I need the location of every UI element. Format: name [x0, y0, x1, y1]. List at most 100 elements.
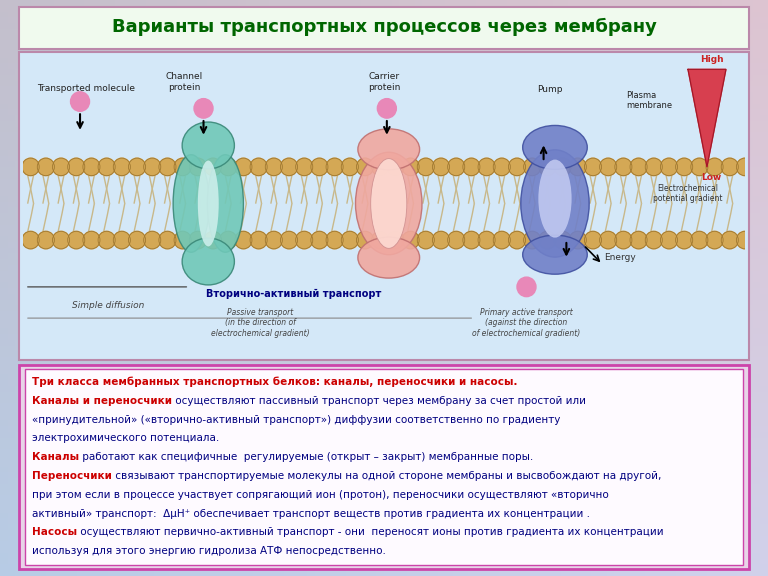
Ellipse shape — [356, 152, 422, 255]
Circle shape — [341, 158, 359, 176]
Circle shape — [554, 232, 571, 249]
Circle shape — [645, 158, 662, 176]
Circle shape — [660, 158, 677, 176]
Circle shape — [250, 232, 267, 249]
Text: Варианты транспортных процессов через мембрану: Варианты транспортных процессов через ме… — [111, 18, 657, 36]
Text: Carrier
protein: Carrier protein — [368, 73, 400, 92]
Circle shape — [615, 232, 632, 249]
Circle shape — [377, 98, 396, 118]
Text: используя для этого энергию гидролиза АТФ непосредственно.: используя для этого энергию гидролиза АТ… — [32, 546, 386, 556]
Circle shape — [508, 158, 525, 176]
Text: активный» транспорт:  ΔμH⁺ обеспечивает транспорт веществ против градиента их ко: активный» транспорт: ΔμH⁺ обеспечивает т… — [32, 509, 591, 518]
Circle shape — [280, 232, 297, 249]
Circle shape — [448, 232, 465, 249]
Circle shape — [676, 158, 693, 176]
Circle shape — [174, 232, 191, 249]
Text: при этом если в процессе участвует сопрягающий ион (протон), переносчики осущест: при этом если в процессе участвует сопря… — [32, 490, 609, 500]
Circle shape — [417, 158, 435, 176]
Circle shape — [432, 158, 449, 176]
Circle shape — [737, 232, 753, 249]
Circle shape — [296, 158, 313, 176]
Text: Simple diffusion: Simple diffusion — [72, 301, 144, 310]
Text: «принудительной» («вторично-активный транспорт») диффузии соответственно по град: «принудительной» («вторично-активный тра… — [32, 415, 561, 425]
Text: Channel
protein: Channel protein — [166, 73, 204, 92]
Circle shape — [128, 158, 146, 176]
Text: Energy: Energy — [604, 252, 636, 262]
Circle shape — [584, 158, 601, 176]
Text: Вторично-активный транспорт: Вторично-активный транспорт — [206, 289, 382, 298]
Ellipse shape — [371, 158, 407, 248]
Circle shape — [98, 232, 115, 249]
Circle shape — [372, 232, 389, 249]
Circle shape — [311, 232, 328, 249]
Text: Pump: Pump — [538, 85, 563, 94]
Circle shape — [235, 158, 252, 176]
Circle shape — [189, 158, 207, 176]
FancyBboxPatch shape — [19, 52, 749, 360]
Circle shape — [493, 158, 511, 176]
Circle shape — [706, 232, 723, 249]
Circle shape — [144, 232, 161, 249]
Circle shape — [478, 232, 495, 249]
Circle shape — [539, 158, 556, 176]
Text: Transported molecule: Transported molecule — [38, 84, 135, 93]
Circle shape — [235, 232, 252, 249]
Ellipse shape — [538, 160, 571, 238]
Circle shape — [22, 232, 39, 249]
Circle shape — [569, 158, 586, 176]
Circle shape — [524, 232, 541, 249]
Circle shape — [220, 232, 237, 249]
Circle shape — [174, 158, 191, 176]
Circle shape — [38, 158, 55, 176]
FancyBboxPatch shape — [25, 369, 743, 565]
Text: связывают транспортируемые молекулы на одной стороне мембраны и высвобождают на : связывают транспортируемые молекулы на о… — [112, 471, 661, 481]
Ellipse shape — [182, 122, 234, 169]
Circle shape — [22, 158, 39, 176]
Ellipse shape — [358, 237, 419, 278]
Circle shape — [98, 158, 115, 176]
Circle shape — [569, 232, 586, 249]
Text: Переносчики: Переносчики — [32, 471, 112, 481]
FancyBboxPatch shape — [19, 365, 749, 569]
Circle shape — [326, 232, 343, 249]
Circle shape — [356, 232, 373, 249]
Text: осуществляют первично-активный транспорт - они  переносят ионы против градиента : осуществляют первично-активный транспорт… — [78, 528, 664, 537]
Text: электрохимического потенциала.: электрохимического потенциала. — [32, 433, 220, 444]
Circle shape — [144, 158, 161, 176]
Circle shape — [128, 232, 146, 249]
Text: Каналы и переносчики: Каналы и переносчики — [32, 396, 172, 406]
Circle shape — [417, 232, 435, 249]
Circle shape — [387, 232, 404, 249]
Text: Electrochemical
potential gradient: Electrochemical potential gradient — [654, 184, 723, 203]
Circle shape — [402, 158, 419, 176]
Circle shape — [721, 232, 738, 249]
Circle shape — [341, 232, 359, 249]
Ellipse shape — [523, 126, 588, 169]
FancyBboxPatch shape — [19, 7, 749, 49]
Circle shape — [463, 232, 480, 249]
Circle shape — [660, 232, 677, 249]
Circle shape — [356, 158, 373, 176]
Ellipse shape — [358, 129, 419, 170]
Circle shape — [706, 158, 723, 176]
Circle shape — [508, 232, 525, 249]
Ellipse shape — [207, 155, 243, 252]
Circle shape — [68, 158, 84, 176]
Circle shape — [630, 232, 647, 249]
Circle shape — [600, 232, 617, 249]
Polygon shape — [688, 69, 726, 167]
Circle shape — [432, 232, 449, 249]
Ellipse shape — [198, 161, 219, 247]
Circle shape — [114, 158, 131, 176]
Circle shape — [517, 277, 536, 297]
Text: Три класса мембранных транспортных белков: каналы, переносчики и насосы.: Три класса мембранных транспортных белко… — [32, 377, 518, 388]
Ellipse shape — [521, 150, 589, 257]
Circle shape — [220, 158, 237, 176]
Circle shape — [721, 158, 738, 176]
Circle shape — [493, 232, 511, 249]
Ellipse shape — [523, 235, 588, 274]
Circle shape — [38, 232, 55, 249]
Text: осуществляют пассивный транспорт через мембрану за счет простой или: осуществляют пассивный транспорт через м… — [172, 396, 586, 406]
Circle shape — [52, 158, 70, 176]
Circle shape — [539, 232, 556, 249]
